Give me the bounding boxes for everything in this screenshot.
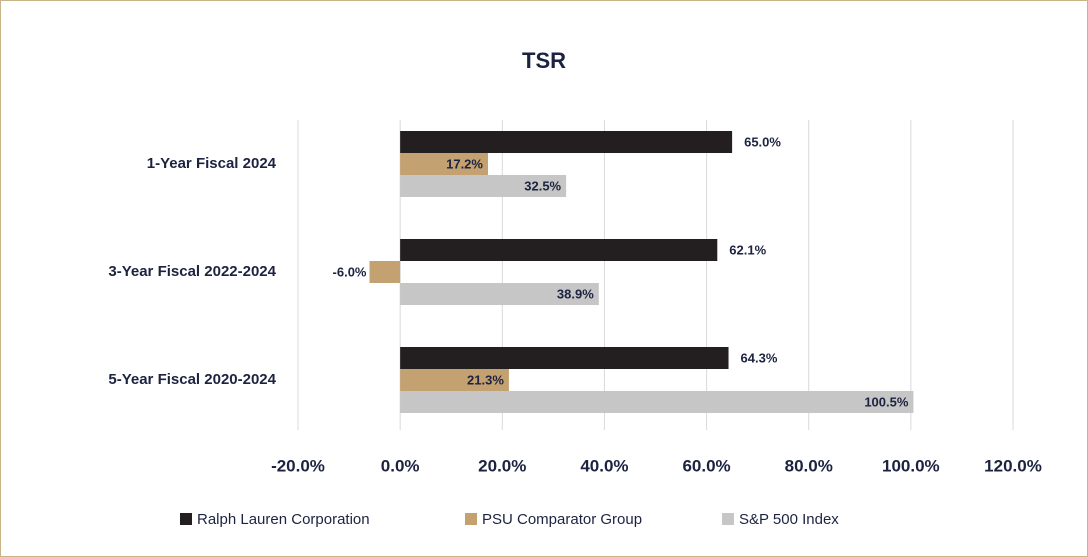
x-tick-label: 0.0%: [381, 456, 420, 475]
data-label: 100.5%: [864, 394, 909, 409]
bar: [400, 175, 567, 197]
bar: [400, 391, 914, 413]
x-tick-label: 40.0%: [580, 456, 628, 475]
legend-label: S&P 500 Index: [739, 511, 839, 528]
data-label: 32.5%: [524, 178, 561, 193]
bar: [400, 347, 729, 369]
legend-label: Ralph Lauren Corporation: [197, 511, 370, 528]
bar: [400, 283, 599, 305]
x-tick-label: -20.0%: [271, 456, 325, 475]
data-label: 38.9%: [557, 286, 594, 301]
data-label: 65.0%: [744, 134, 781, 149]
legend-swatch: [722, 513, 734, 525]
x-tick-label: 60.0%: [682, 456, 730, 475]
data-label: 21.3%: [467, 372, 504, 387]
x-tick-label: 100.0%: [882, 456, 940, 475]
legend-swatch: [180, 513, 192, 525]
data-label: 62.1%: [729, 242, 766, 257]
bar: [400, 131, 733, 153]
category-label: 1-Year Fiscal 2024: [147, 155, 277, 172]
x-tick-label: 120.0%: [984, 456, 1042, 475]
category-label: 5-Year Fiscal 2020-2024: [108, 371, 276, 388]
data-label: -6.0%: [333, 264, 367, 279]
bar: [400, 369, 509, 391]
bar: [400, 239, 718, 261]
x-tick-label: 20.0%: [478, 456, 526, 475]
legend-label: PSU Comparator Group: [482, 511, 642, 528]
bar: [400, 153, 488, 175]
legend-swatch: [465, 513, 477, 525]
bar: [369, 261, 401, 283]
x-tick-label: 80.0%: [785, 456, 833, 475]
category-label: 3-Year Fiscal 2022-2024: [108, 263, 276, 280]
data-label: 17.2%: [446, 156, 483, 171]
data-label: 64.3%: [741, 350, 778, 365]
chart-title: TSR: [522, 48, 566, 73]
